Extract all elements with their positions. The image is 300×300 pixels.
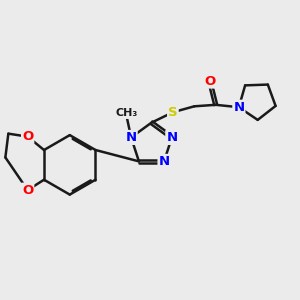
- Text: N: N: [166, 131, 177, 144]
- Text: N: N: [126, 131, 137, 144]
- Text: O: O: [205, 74, 216, 88]
- Text: CH₃: CH₃: [116, 108, 138, 118]
- Text: N: N: [233, 101, 244, 114]
- Text: N: N: [158, 155, 169, 168]
- Text: O: O: [22, 130, 33, 143]
- Text: O: O: [22, 184, 33, 196]
- Text: S: S: [168, 106, 178, 119]
